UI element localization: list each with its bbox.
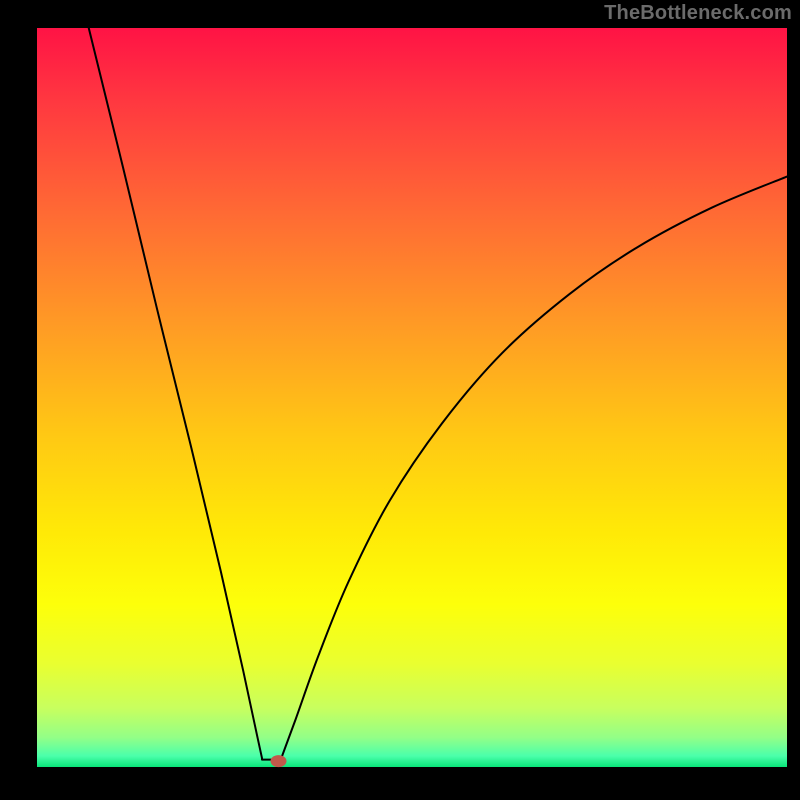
chart-root: TheBottleneck.com: [0, 0, 800, 800]
watermark-label: TheBottleneck.com: [604, 2, 792, 25]
optimal-point-marker: [271, 755, 287, 767]
bottleneck-chart-svg: [0, 0, 800, 800]
plot-background: [37, 28, 787, 767]
